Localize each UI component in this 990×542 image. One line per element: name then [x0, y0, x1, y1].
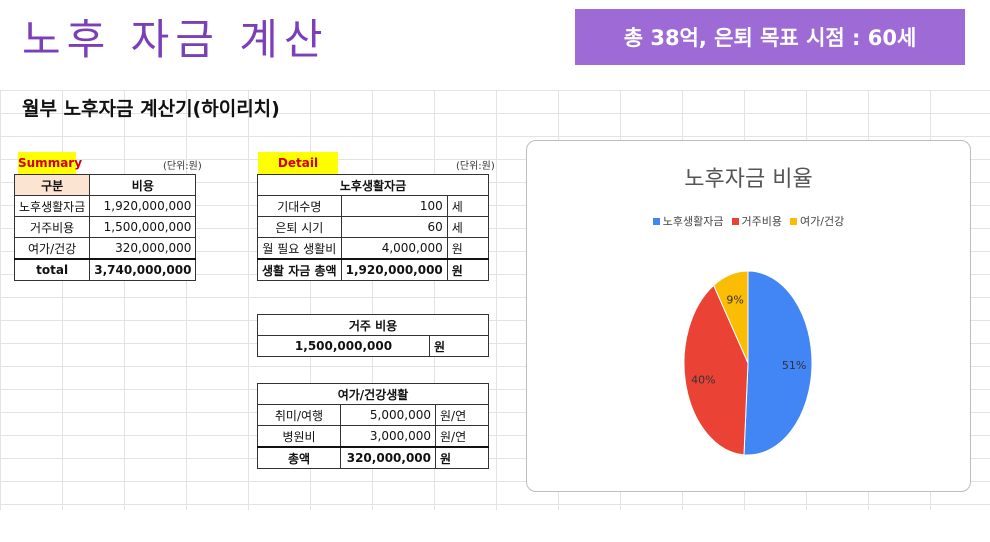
summary-col-cost: 비용	[89, 174, 197, 196]
pie-chart: 51% 40% 9%	[683, 270, 813, 456]
table-row: 1,500,000,000 원	[257, 335, 489, 357]
housing-value[interactable]: 1,500,000,000	[257, 335, 430, 357]
leisure-row-unit[interactable]: 원/연	[435, 425, 489, 448]
living-row-value[interactable]: 100	[340, 195, 448, 217]
legend-item: 노후생활자금	[652, 213, 724, 229]
summary-col-category: 구분	[13, 174, 91, 196]
leisure-header: 여가/건강생활	[257, 383, 489, 405]
chart-title: 노후자금 비율	[684, 167, 813, 192]
living-header: 노후생활자금	[257, 174, 489, 196]
table-row: 총액 320,000,000 원	[257, 446, 489, 469]
legend-label: 여가/건강	[800, 215, 845, 228]
goal-badge: 총 38억, 은퇴 목표 시점 : 60세	[575, 9, 965, 65]
housing-header: 거주 비용	[257, 314, 489, 336]
living-row-label[interactable]: 기대수명	[257, 195, 342, 217]
detail-unit: (단위:원)	[456, 161, 495, 172]
summary-row-value[interactable]: 1,500,000,000	[89, 216, 197, 238]
table-row: 노후생활자금 1,920,000,000	[13, 195, 197, 217]
detail-tag: Detail	[258, 152, 338, 174]
pie-data-label-1: 51%	[782, 359, 806, 372]
living-row-unit[interactable]: 원	[446, 237, 490, 260]
table-row: 거주비용 1,500,000,000	[13, 216, 197, 238]
pie-slice-3[interactable]	[713, 270, 749, 364]
legend-item: 여가/건강	[790, 213, 844, 229]
summary-unit: (단위:원)	[163, 161, 202, 172]
living-row-value[interactable]: 4,000,000	[340, 237, 448, 260]
summary-row-label[interactable]: 노후생활자금	[13, 195, 91, 217]
table-row: total 3,740,000,000	[13, 258, 197, 281]
living-total-unit[interactable]: 원	[446, 258, 490, 281]
sheet-title: 월부 노후자금 계산기(하이리치)	[22, 98, 280, 120]
summary-row-value[interactable]: 1,920,000,000	[89, 195, 197, 217]
leisure-total-label[interactable]: 총액	[257, 446, 341, 469]
legend-swatch	[652, 217, 660, 225]
housing-unit[interactable]: 원	[429, 335, 489, 357]
leisure-row-value[interactable]: 3,000,000	[340, 425, 436, 448]
summary-row-label[interactable]: 거주비용	[13, 216, 91, 238]
table-row: 여가/건강 320,000,000	[13, 237, 197, 260]
table-row: 은퇴 시기 60 세	[257, 216, 490, 238]
leisure-total-value[interactable]: 320,000,000	[340, 446, 436, 469]
living-total-label[interactable]: 생활 자금 총액	[257, 258, 342, 281]
chart-legend: 노후생활자금 거주비용 여가/건강	[527, 213, 970, 229]
table-row: 기대수명 100 세	[257, 195, 490, 217]
leisure-row-value[interactable]: 5,000,000	[340, 404, 436, 426]
legend-swatch	[731, 217, 739, 225]
living-row-label[interactable]: 은퇴 시기	[257, 216, 342, 238]
living-table: 노후생활자금 기대수명 100 세 은퇴 시기 60 세 월 필요 생활비 4,…	[257, 174, 490, 281]
table-row: 월 필요 생활비 4,000,000 원	[257, 237, 490, 260]
leisure-row-label[interactable]: 취미/여행	[257, 404, 341, 426]
table-row: 생활 자금 총액 1,920,000,000 원	[257, 258, 490, 281]
leisure-row-unit[interactable]: 원/연	[435, 404, 489, 426]
pie-data-label-2: 40%	[691, 373, 715, 386]
living-row-value[interactable]: 60	[340, 216, 448, 238]
legend-item: 거주비용	[731, 213, 783, 229]
living-row-label[interactable]: 월 필요 생활비	[257, 237, 342, 260]
leisure-row-label[interactable]: 병원비	[257, 425, 341, 448]
pie-data-label-3: 9%	[726, 293, 743, 306]
summary-row-value[interactable]: 320,000,000	[89, 237, 197, 260]
living-total-value[interactable]: 1,920,000,000	[340, 258, 448, 281]
living-row-unit[interactable]: 세	[446, 195, 490, 217]
leisure-total-unit[interactable]: 원	[435, 446, 489, 469]
summary-table: 구분 비용 노후생활자금 1,920,000,000 거주비용 1,500,00…	[13, 174, 197, 281]
table-row: 취미/여행 5,000,000 원/연	[257, 404, 489, 426]
summary-tag: Summary	[18, 152, 82, 174]
pie-chart-card[interactable]: 노후자금 비율 노후생활자금 거주비용 여가/건강 51% 40% 9%	[526, 140, 971, 492]
page-title: 노후 자금 계산	[22, 15, 329, 64]
pie-slice-1[interactable]	[743, 270, 813, 456]
summary-total-value[interactable]: 3,740,000,000	[89, 258, 197, 281]
legend-swatch	[790, 217, 798, 225]
legend-label: 거주비용	[741, 215, 783, 228]
table-row: 병원비 3,000,000 원/연	[257, 425, 489, 448]
living-row-unit[interactable]: 세	[446, 216, 490, 238]
legend-label: 노후생활자금	[662, 215, 724, 228]
housing-table: 거주 비용 1,500,000,000 원	[257, 314, 489, 357]
summary-row-label[interactable]: 여가/건강	[13, 237, 91, 260]
summary-total-label[interactable]: total	[13, 258, 91, 281]
leisure-table: 여가/건강생활 취미/여행 5,000,000 원/연 병원비 3,000,00…	[257, 383, 489, 469]
